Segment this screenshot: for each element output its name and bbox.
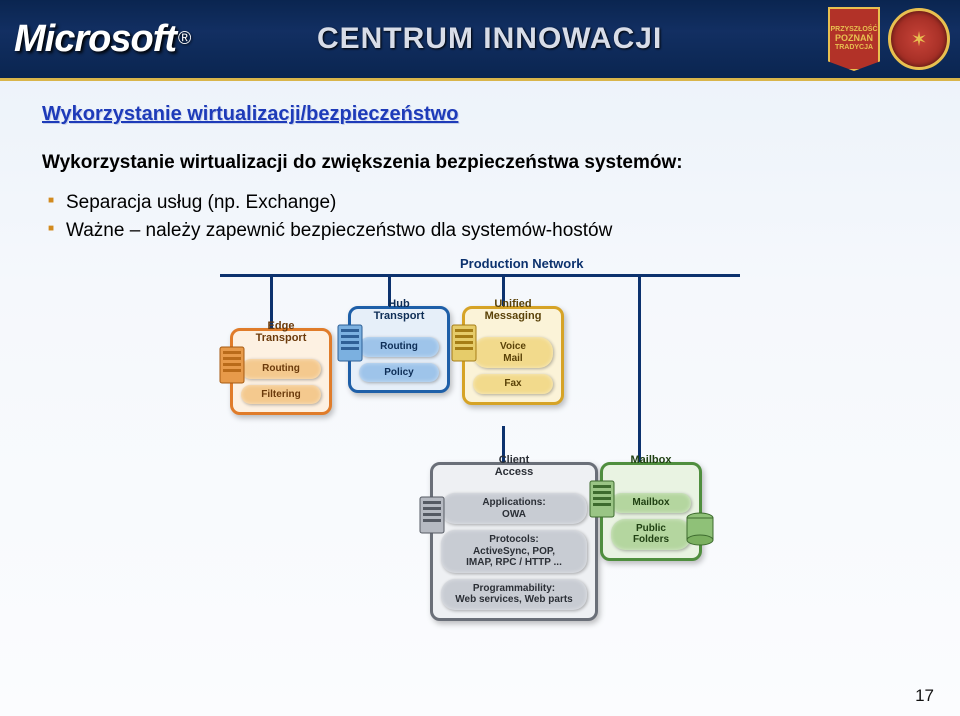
subtitle: Wykorzystanie wirtualizacji do zwiększen…: [42, 152, 918, 174]
pill: Protocols: ActiveSync, POP, IMAP, RPC / …: [441, 530, 587, 573]
pill: Mailbox: [611, 493, 691, 513]
list-item: Ważne – należy zapewnić bezpieczeństwo d…: [48, 220, 918, 242]
server-icon: [335, 323, 365, 363]
server-icon: [417, 495, 447, 535]
pill: Policy: [359, 363, 439, 383]
page-number: 17: [915, 686, 934, 706]
pill: Programmability: Web services, Web parts: [441, 579, 587, 610]
pill: Routing: [359, 337, 439, 357]
server-icon: [449, 323, 479, 363]
university-seal-icon: ✶: [888, 8, 950, 70]
bullet-list: Separacja usług (np. Exchange) Ważne – n…: [48, 192, 918, 242]
pill: Fax: [473, 374, 553, 394]
group-client-access: ClientAccess Applications: OWA Protocols…: [430, 462, 598, 621]
header-bar: Microsoft ® CENTRUM INNOWACJI PRZYSZŁOŚĆ…: [0, 0, 960, 81]
group-hub-transport: HubTransport Routing Policy: [348, 306, 450, 393]
pill: Voice Mail: [473, 337, 553, 368]
poznan-shield-icon: PRZYSZŁOŚĆ POZNAŃ TRADYCJA: [828, 7, 880, 71]
pill: Routing: [241, 359, 321, 379]
section-heading-link[interactable]: Wykorzystanie wirtualizacji/bezpieczeńst…: [42, 103, 458, 126]
header-title: CENTRUM INNOWACJI: [151, 22, 828, 56]
group-edge-transport: EdgeTransport Routing Filtering: [230, 328, 332, 415]
pill: Filtering: [241, 385, 321, 405]
diagram-network-label: Production Network: [460, 256, 584, 271]
group-mailbox: Mailbox Mailbox Public Folders: [600, 462, 702, 561]
network-diagram: Production Network EdgeTransport Routing…: [220, 256, 740, 636]
server-icon: [217, 345, 247, 385]
server-icon: [587, 479, 617, 519]
group-title: HubTransport: [374, 298, 425, 322]
pill: Applications: OWA: [441, 493, 587, 524]
group-title: ClientAccess: [495, 454, 534, 478]
group-title: Mailbox: [631, 454, 672, 466]
group-unified-messaging: UnifiedMessaging Voice Mail Fax: [462, 306, 564, 405]
database-icon: [685, 512, 715, 548]
pill: Public Folders: [611, 519, 691, 550]
header-right-logos: PRZYSZŁOŚĆ POZNAŃ TRADYCJA ✶: [828, 7, 950, 71]
group-title: UnifiedMessaging: [485, 298, 542, 322]
diagram-connector: [638, 274, 641, 462]
diagram-horizontal-line: [220, 274, 740, 277]
slide-content: Wykorzystanie wirtualizacji/bezpieczeńst…: [0, 81, 960, 636]
group-title: EdgeTransport: [256, 320, 307, 344]
list-item: Separacja usług (np. Exchange): [48, 192, 918, 214]
